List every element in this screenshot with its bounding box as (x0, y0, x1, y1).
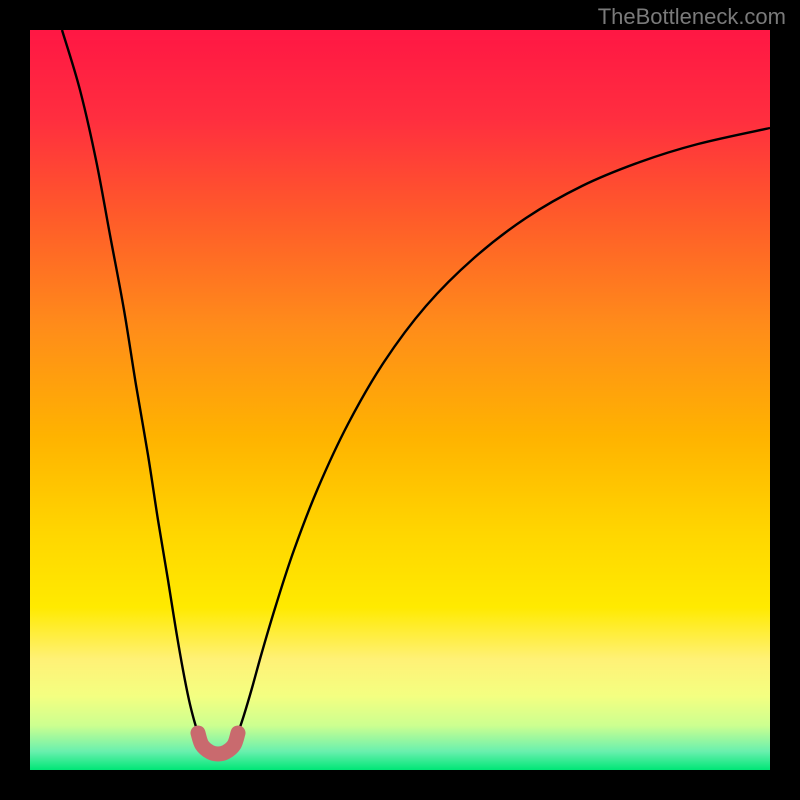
valley-marker (198, 733, 238, 754)
curve-layer (30, 30, 770, 770)
chart-container: TheBottleneck.com (0, 0, 800, 800)
watermark-text: TheBottleneck.com (598, 4, 786, 30)
plot-area (30, 30, 770, 770)
left-branch-curve (62, 30, 198, 733)
right-branch-curve (238, 128, 770, 733)
